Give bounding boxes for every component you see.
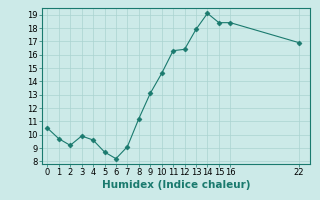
X-axis label: Humidex (Indice chaleur): Humidex (Indice chaleur)	[102, 180, 250, 190]
